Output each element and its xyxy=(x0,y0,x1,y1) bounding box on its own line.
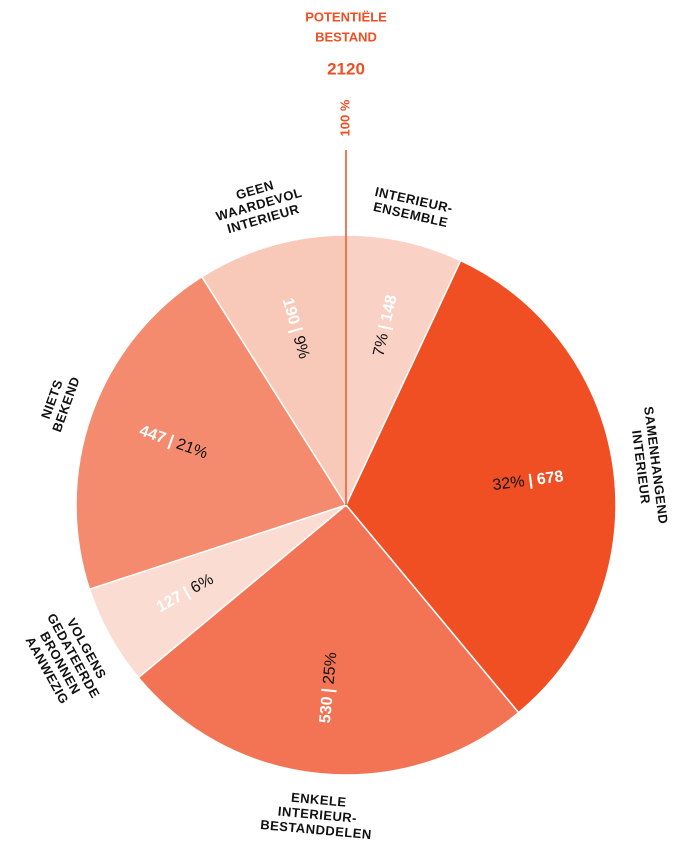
slice-label: 32% | 678 xyxy=(492,468,565,494)
percent-label: 25% xyxy=(321,652,341,685)
category-line: ENKELE xyxy=(290,790,347,810)
pie-slice xyxy=(75,275,348,591)
slice-label: 530 | 25% xyxy=(317,652,340,724)
separator: | xyxy=(527,472,534,489)
pie-slice xyxy=(200,234,347,508)
count-label: 190 xyxy=(278,296,302,326)
pie-slice xyxy=(345,259,617,714)
count-label: 678 xyxy=(536,468,565,488)
total-percent: 100 % xyxy=(337,99,352,136)
slice-label: 7%|148 xyxy=(371,293,401,358)
count-label: 148 xyxy=(378,293,400,323)
separator: | xyxy=(320,687,337,693)
separator: | xyxy=(287,326,305,335)
chart-title: POTENTIËLE xyxy=(305,9,387,24)
total: 2120 xyxy=(327,59,365,78)
separator: | xyxy=(166,433,176,451)
category-line: INTERIEUR- xyxy=(277,804,357,826)
percent-label: 32% xyxy=(492,473,526,494)
percent-label: 7% xyxy=(371,332,393,358)
category-label: INTERIEUR-ENSEMBLE xyxy=(372,184,454,230)
chart-title: BESTAND xyxy=(315,29,377,44)
pie-slice xyxy=(137,503,520,776)
count-label: 530 xyxy=(317,696,336,724)
separator: | xyxy=(376,323,394,331)
pie-slice xyxy=(345,234,462,506)
slice-label: 190|9% xyxy=(278,296,312,361)
percent-label: 9% xyxy=(289,334,312,361)
